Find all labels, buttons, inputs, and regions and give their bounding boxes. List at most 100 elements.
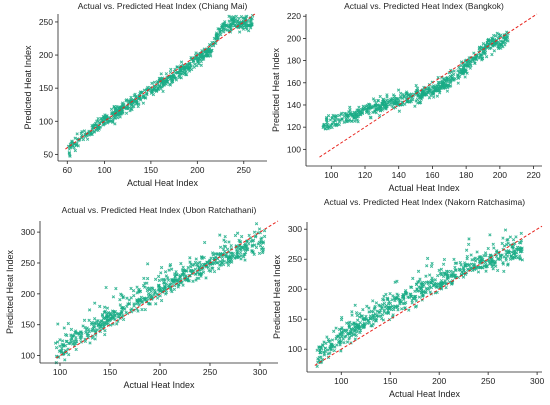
data-point (142, 276, 146, 280)
data-point (356, 120, 360, 124)
data-point (111, 295, 116, 299)
x-tick-label: 140 (392, 170, 406, 180)
data-point (131, 289, 136, 293)
data-point (371, 313, 376, 317)
data-point (499, 255, 503, 259)
data-point (429, 278, 434, 283)
data-point (92, 325, 97, 329)
data-point (201, 54, 206, 59)
data-point (183, 72, 188, 77)
data-point (357, 315, 362, 319)
data-point (428, 290, 432, 294)
data-point (155, 88, 159, 92)
data-point (360, 314, 365, 318)
data-point (218, 30, 222, 34)
data-point (375, 309, 379, 313)
data-point (384, 105, 388, 109)
data-point (347, 110, 351, 114)
data-point (464, 248, 469, 252)
data-point (150, 286, 154, 290)
x-axis-label: Actual Heat Index (389, 389, 461, 399)
data-point (440, 86, 444, 90)
data-point (62, 344, 66, 348)
data-point (240, 234, 244, 239)
data-point (158, 294, 162, 298)
data-point (85, 137, 90, 141)
data-point (404, 292, 408, 296)
data-point (163, 79, 167, 84)
data-point (136, 104, 140, 109)
data-point (424, 274, 428, 278)
data-point (380, 313, 385, 317)
data-point (111, 120, 115, 125)
data-point (254, 222, 259, 226)
data-point (368, 314, 373, 318)
data-point (150, 87, 154, 92)
data-point (438, 84, 442, 89)
data-point (439, 271, 444, 275)
data-point (216, 260, 220, 265)
x-tick-label: 180 (459, 170, 473, 180)
data-point (183, 269, 187, 273)
data-point (100, 312, 105, 317)
data-point (143, 285, 147, 289)
data-point (377, 303, 381, 307)
data-point (229, 15, 233, 19)
data-point (503, 40, 508, 45)
data-point (501, 236, 505, 240)
data-point (454, 261, 459, 265)
x-tick-label: 220 (526, 170, 540, 180)
data-point (503, 43, 507, 47)
data-point (393, 280, 397, 284)
data-point (229, 24, 233, 28)
reference-line (314, 225, 543, 366)
data-point (137, 298, 142, 302)
data-point (510, 245, 514, 249)
data-point (362, 318, 366, 322)
data-point (194, 51, 198, 55)
data-point (191, 269, 196, 273)
data-point (315, 348, 319, 352)
data-point (124, 98, 129, 102)
data-point (430, 80, 434, 84)
data-point (95, 328, 99, 332)
data-point (395, 305, 399, 309)
data-point (229, 257, 233, 261)
data-point (113, 106, 117, 110)
data-point (250, 16, 254, 21)
data-point (344, 334, 348, 338)
data-point (345, 119, 349, 124)
data-point (200, 49, 204, 53)
data-point (340, 315, 344, 320)
data-point (215, 252, 219, 256)
data-point (125, 311, 130, 316)
data-point (257, 227, 262, 231)
data-point (105, 306, 110, 310)
data-point (71, 342, 75, 346)
data-point (93, 328, 97, 333)
data-point (194, 257, 198, 261)
data-point (167, 82, 172, 86)
data-point (320, 357, 325, 362)
data-point (73, 136, 77, 140)
data-point (361, 325, 365, 330)
data-point (96, 126, 100, 130)
data-point (337, 113, 341, 118)
data-point (248, 23, 252, 28)
data-point (435, 94, 440, 98)
data-point (119, 105, 123, 109)
data-point (463, 75, 467, 79)
data-point (495, 268, 500, 273)
data-point (364, 314, 368, 319)
data-point (458, 67, 463, 72)
data-point (115, 116, 120, 120)
data-point (327, 126, 332, 130)
data-point (499, 43, 503, 47)
data-point (252, 252, 256, 257)
data-point (132, 302, 136, 306)
data-point (472, 262, 476, 267)
data-point (501, 40, 505, 44)
data-point (132, 104, 136, 109)
data-point (435, 83, 439, 88)
data-point (198, 54, 202, 58)
